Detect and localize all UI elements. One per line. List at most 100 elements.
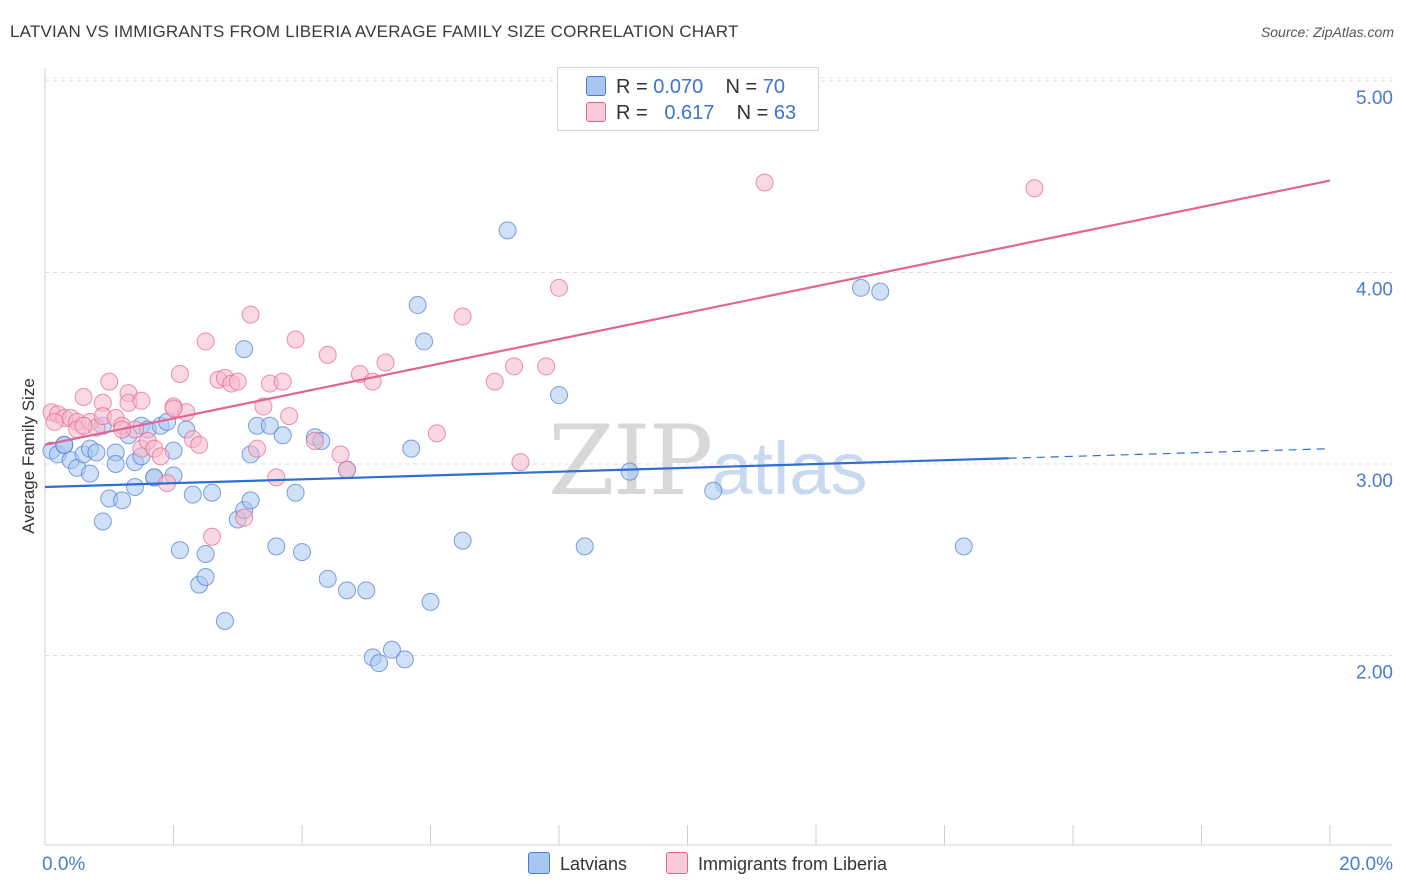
data-point [427, 424, 446, 443]
data-point [415, 332, 434, 351]
data-point [376, 353, 395, 372]
data-point [254, 397, 273, 416]
data-point [382, 640, 401, 659]
data-point [318, 569, 337, 588]
data-point [871, 282, 890, 301]
data-point [87, 443, 106, 462]
data-point [453, 307, 472, 326]
data-point [45, 412, 64, 431]
data-point [1025, 179, 1044, 198]
data-point [511, 453, 530, 472]
x-tick-label: 0.0% [42, 854, 85, 875]
legend-swatch-liberia [666, 852, 688, 874]
tick-labels: 2.00 3.00 4.00 5.00 0.0% 20.0% [42, 88, 1393, 875]
watermark-atlas: atlas [711, 427, 868, 510]
watermark: ZIPatlas [548, 405, 868, 517]
data-point [203, 527, 222, 546]
series-liberia [42, 173, 1044, 546]
data-point [106, 455, 125, 473]
data-point [235, 508, 254, 527]
data-point [170, 541, 189, 560]
data-point [74, 387, 93, 406]
legend-n-label: N = [736, 102, 774, 124]
data-point [235, 340, 254, 359]
data-point [241, 305, 260, 324]
data-point [203, 483, 222, 502]
data-point [215, 612, 234, 631]
data-point [704, 481, 723, 500]
legend-label-latvians: Latvians [560, 854, 628, 874]
y-tick-label: 4.00 [1356, 280, 1393, 301]
data-point [402, 439, 421, 458]
data-point [453, 531, 472, 550]
correlation-legend: R = 0.070 N = 70 R = 0.617 N = 63 [557, 67, 819, 131]
data-point [280, 407, 299, 426]
y-tick-label: 2.00 [1356, 663, 1393, 684]
trend-line-latvians [44, 457, 1009, 489]
legend-r-label: R = [616, 76, 654, 98]
legend-n-value: 70 [762, 76, 786, 98]
series-legend: Latvians Immigrants from Liberia [0, 852, 1406, 880]
data-point [318, 345, 337, 364]
data-point [196, 332, 215, 351]
data-point [190, 435, 209, 454]
data-point [331, 445, 350, 464]
data-point [151, 447, 170, 466]
data-point [337, 581, 356, 600]
data-point [370, 654, 389, 673]
data-point [337, 460, 356, 479]
grid-lines [45, 77, 1392, 656]
data-point [421, 592, 440, 611]
data-point [395, 650, 414, 669]
data-point [505, 357, 524, 376]
data-point [851, 278, 870, 297]
data-point [537, 357, 556, 376]
data-point [125, 477, 144, 496]
data-point [550, 278, 568, 297]
data-point [498, 221, 517, 240]
legend-r-label: R = [616, 102, 654, 124]
trend-line-liberia [44, 179, 1331, 446]
trend-line-latvians-extension [1008, 448, 1331, 459]
data-point [620, 462, 639, 481]
data-point [248, 439, 267, 458]
data-point [170, 364, 189, 383]
data-point [260, 416, 279, 435]
y-tick-label: 3.00 [1356, 471, 1393, 492]
data-point [273, 426, 292, 445]
legend-r-value: 0.617 [664, 102, 715, 124]
data-point [267, 537, 286, 556]
data-point [74, 416, 93, 435]
data-point [575, 537, 594, 556]
data-point [286, 330, 305, 349]
data-point [80, 464, 99, 483]
data-point [954, 537, 973, 556]
data-point [241, 491, 260, 510]
series-latvians [42, 221, 973, 673]
legend-swatch-liberia [586, 102, 606, 122]
data-point [550, 386, 568, 405]
data-point [286, 483, 305, 502]
data-point [183, 485, 202, 504]
data-point [357, 581, 376, 600]
watermark-zip: ZIP [548, 405, 713, 517]
data-point [408, 296, 427, 315]
y-tick-label: 5.00 [1356, 88, 1393, 109]
data-point [755, 173, 774, 192]
data-point [485, 372, 504, 391]
legend-item-liberia[interactable]: Immigrants from Liberia [666, 852, 887, 875]
legend-n-label: N = [725, 76, 763, 98]
legend-swatch-latvians [586, 76, 606, 96]
chart-title: LATVIAN VS IMMIGRANTS FROM LIBERIA AVERA… [10, 22, 739, 41]
data-point [132, 391, 151, 410]
data-point [196, 567, 215, 586]
source-label: Source: ZipAtlas.com [1260, 24, 1394, 40]
legend-n-value: 63 [773, 102, 797, 124]
legend-label-liberia: Immigrants from Liberia [698, 854, 888, 874]
legend-item-latvians[interactable]: Latvians [528, 852, 627, 875]
legend-row-liberia: R = 0.617 N = 63 [586, 102, 796, 128]
trend-lines [44, 179, 1331, 489]
data-point [305, 432, 324, 451]
y-axis-label: Average Family Size [19, 378, 38, 534]
